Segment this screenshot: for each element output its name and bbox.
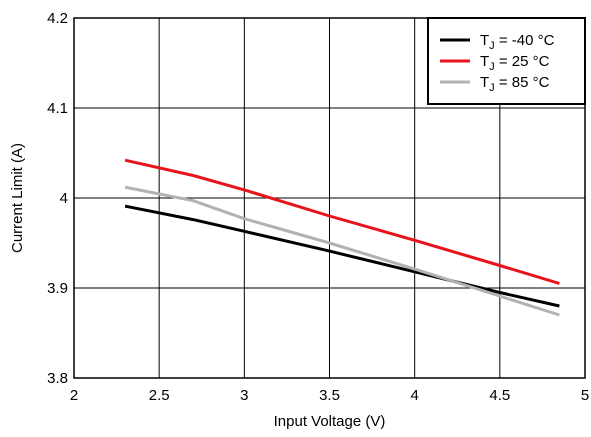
x-tick-label: 4 — [410, 387, 418, 404]
x-tick-label: 5 — [581, 387, 589, 404]
x-tick-label: 3.5 — [319, 387, 340, 404]
x-tick-label: 3 — [240, 387, 248, 404]
x-tick-label: 4.5 — [489, 387, 510, 404]
x-tick-label: 2 — [70, 387, 78, 404]
y-tick-label: 3.9 — [47, 280, 68, 297]
plot-frame — [73, 17, 586, 379]
series-layer — [124, 158, 560, 317]
y-tick-label: 4.2 — [47, 10, 68, 27]
legend: TJ = -40 °CTJ = 25 °CTJ = 85 °C — [427, 17, 586, 105]
legend-label: TJ = 85 °C — [480, 74, 550, 94]
legend-label: TJ = 25 °C — [480, 53, 550, 73]
series-line-1 — [124, 204, 560, 308]
legend-label: TJ = -40 °C — [480, 32, 555, 52]
y-tick-label: 4.1 — [47, 100, 68, 117]
x-tick-label: 2.5 — [149, 387, 170, 404]
series-line-3 — [124, 185, 560, 317]
tick-labels: 2 2.5 3 3.5 4 4.5 5 3.8 3.9 4 4.1 4.2 — [47, 10, 589, 404]
series-line-2 — [124, 158, 560, 285]
y-tick-label: 4 — [60, 190, 68, 207]
y-axis-title: Current Limit (A) — [9, 143, 26, 253]
y-tick-label: 3.8 — [47, 370, 68, 387]
x-axis-title: Input Voltage (V) — [274, 413, 386, 430]
